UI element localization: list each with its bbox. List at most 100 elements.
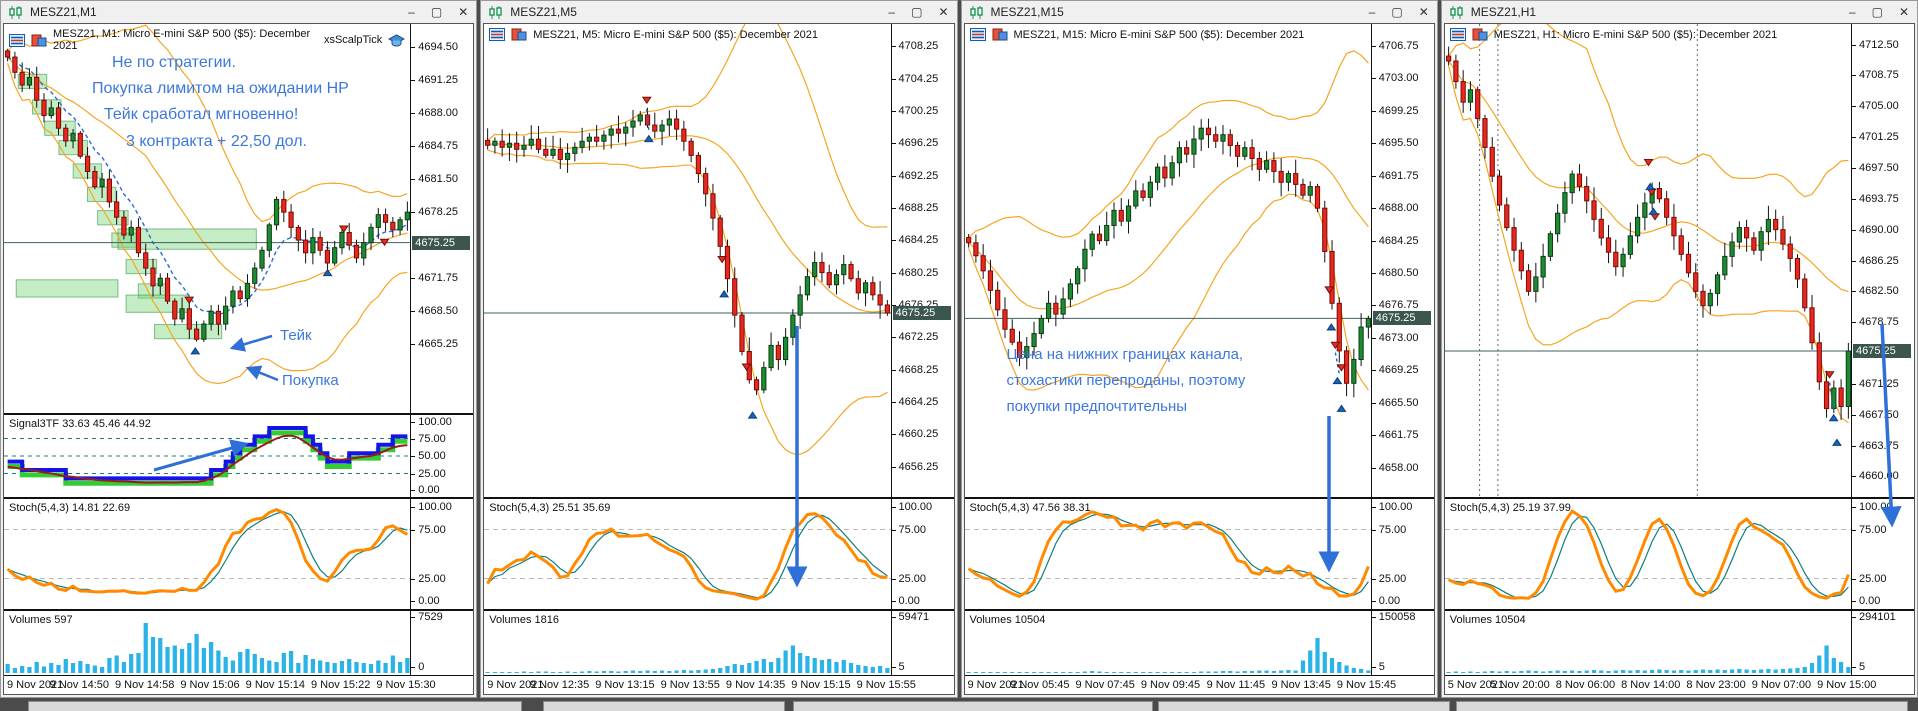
maximize-button[interactable]: ▢ <box>1872 1 1883 23</box>
market-watch-icon[interactable] <box>1450 28 1466 41</box>
time-axis-label: 9 Nov 14:35 <box>726 679 785 691</box>
indicator-tick-label: 0.00 <box>1852 595 1880 608</box>
buy-arrow-marker <box>191 348 199 354</box>
candlestick-chart-icon <box>8 6 23 19</box>
minimize-button[interactable]: – <box>888 1 895 23</box>
maximize-button[interactable]: ▢ <box>911 1 922 23</box>
price-chart-panel[interactable]: MESZ21, M5: Micro E-mini S&P 500 ($5): D… <box>484 24 953 499</box>
chart-window-h1: MESZ21,H1 – ▢ ✕ MESZ21, H1: Micro E-mini… <box>1441 0 1918 698</box>
time-axis-label: 9 Nov 13:55 <box>661 679 720 691</box>
volume-max-label: 150058 <box>1372 611 1416 624</box>
indicator-tick-label: 0.00 <box>892 595 920 608</box>
indicator-tick-label: 100.00 <box>411 501 452 514</box>
indicator-label: Stoch(5,4,3) 25.19 37.99 <box>1450 502 1571 514</box>
time-axis-label: 9 Nov 15:15 <box>791 679 850 691</box>
close-button[interactable]: ✕ <box>938 1 948 23</box>
one-click-trading-icon[interactable] <box>511 28 527 41</box>
volume-min-label: 5 <box>892 661 905 674</box>
price-tick-label: 4671.75 <box>411 272 458 285</box>
indicator-label: Volumes 1816 <box>489 614 559 626</box>
time-axis-label: 9 Nov 14:50 <box>50 679 109 691</box>
chart-client-area[interactable]: MESZ21, H1: Micro E-mini S&P 500 ($5): D… <box>1444 23 1915 695</box>
market-watch-icon[interactable] <box>9 34 25 47</box>
volume-max-label: 59471 <box>892 611 930 624</box>
time-axis-label: 9 Nov 11:45 <box>1207 679 1266 691</box>
price-chart-panel[interactable]: MESZ21, M15: Micro E-mini S&P 500 ($5): … <box>965 24 1434 499</box>
ea-name-label: xsScalpTick <box>324 34 382 46</box>
maximize-button[interactable]: ▢ <box>1391 1 1402 23</box>
ea-graduation-icon[interactable] <box>388 34 405 47</box>
indicator-tick-label: 75.00 <box>411 524 446 537</box>
price-tick-label: 4667.50 <box>1852 409 1899 422</box>
chart-annotation: Цена на нижних границах канала, <box>1007 346 1244 363</box>
background-window-edges <box>0 700 1918 710</box>
chart-client-area[interactable]: MESZ21, M5: Micro E-mini S&P 500 ($5): D… <box>483 23 954 695</box>
time-axis-label: 9 Nov 15:45 <box>1337 679 1396 691</box>
price-tick-label: 4680.50 <box>1372 267 1419 280</box>
sell-arrow-marker <box>340 226 348 232</box>
indicator-label: Volumes 597 <box>9 614 73 626</box>
chart-client-area[interactable]: MESZ21, M1: Micro E-mini S&P 500 ($5): D… <box>3 23 474 695</box>
price-tick-label: 4668.25 <box>892 364 939 377</box>
price-tick-label: 4688.00 <box>411 107 458 120</box>
price-tick-label: 4703.00 <box>1372 72 1419 85</box>
chart-symbol-header: MESZ21, M1: Micro E-mini S&P 500 ($5): D… <box>53 28 318 52</box>
price-chart-panel[interactable]: MESZ21, H1: Micro E-mini S&P 500 ($5): D… <box>1445 24 1914 499</box>
indicator-tick-label: 100.00 <box>411 416 452 429</box>
maximize-button[interactable]: ▢ <box>431 1 442 23</box>
time-axis-label: 8 Nov 14:00 <box>1621 679 1680 691</box>
chart-annotation: стохастики перепроданы, поэтому <box>1007 372 1246 389</box>
indicator-tick-label: 25.00 <box>892 573 927 586</box>
candlestick-chart-icon <box>969 6 984 19</box>
volumes-indicator-panel[interactable]: Volumes 1816 59471 5 <box>484 611 953 676</box>
one-click-trading-icon[interactable] <box>1472 28 1488 41</box>
close-button[interactable]: ✕ <box>1419 1 1429 23</box>
one-click-trading-icon[interactable] <box>31 34 47 47</box>
time-axis-label: 9 Nov 09:45 <box>1141 679 1200 691</box>
market-watch-icon[interactable] <box>970 28 986 41</box>
window-titlebar[interactable]: MESZ21,H1 – ▢ ✕ <box>1442 1 1917 23</box>
chart-annotation: Тейк сработал мгновенно! <box>104 106 298 124</box>
price-tick-label: 4660.25 <box>892 428 939 441</box>
close-button[interactable]: ✕ <box>458 1 468 23</box>
minimize-button[interactable]: – <box>1849 1 1856 23</box>
price-tick-label: 4701.25 <box>1852 131 1899 144</box>
indicator-label: Stoch(5,4,3) 25.51 35.69 <box>489 502 610 514</box>
one-click-trading-icon[interactable] <box>992 28 1008 41</box>
window-titlebar[interactable]: MESZ21,M15 – ▢ ✕ <box>962 1 1437 23</box>
price-tick-label: 4658.00 <box>1372 462 1419 475</box>
chart-window-m5: MESZ21,M5 – ▢ ✕ MESZ21, M5: Micro E-mini… <box>480 0 957 698</box>
window-titlebar[interactable]: MESZ21,M1 – ▢ ✕ <box>1 1 476 23</box>
price-tick-label: 4696.25 <box>892 137 939 150</box>
volume-min-label: 5 <box>1372 661 1385 674</box>
minimize-button[interactable]: – <box>408 1 415 23</box>
indicator-tick-label: 75.00 <box>892 524 927 537</box>
price-tick-label: 4691.25 <box>411 74 458 87</box>
window-titlebar[interactable]: MESZ21,M5 – ▢ ✕ <box>481 1 956 23</box>
chart-client-area[interactable]: MESZ21, M15: Micro E-mini S&P 500 ($5): … <box>964 23 1435 695</box>
volume-min-label: 5 <box>1852 661 1865 674</box>
minimize-button[interactable]: – <box>1369 1 1376 23</box>
chart-window-m1: MESZ21,M1 – ▢ ✕ MESZ21, M1: Micro E-mini… <box>0 0 477 698</box>
price-tick-label: 4697.50 <box>1852 162 1899 175</box>
price-tick-label: 4678.25 <box>411 206 458 219</box>
close-button[interactable]: ✕ <box>1899 1 1909 23</box>
market-watch-icon[interactable] <box>489 28 505 41</box>
buy-arrow-marker <box>1646 184 1654 190</box>
buy-arrow-marker <box>1327 324 1335 330</box>
indicator-tick-label: 0.00 <box>411 484 439 497</box>
volume-max-label: 294101 <box>1852 611 1896 624</box>
price-tick-label: 4708.25 <box>892 40 939 53</box>
